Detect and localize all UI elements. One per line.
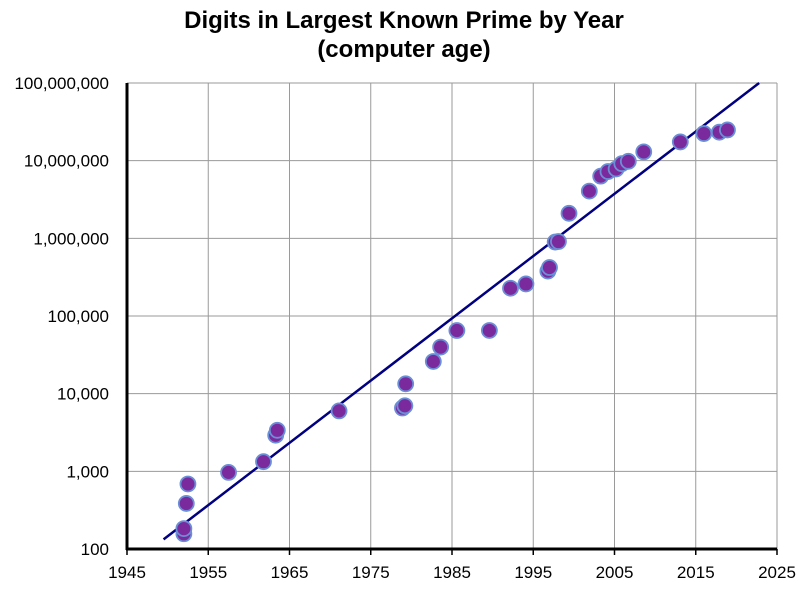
data-point (502, 279, 519, 297)
y-tick-label: 1,000 (66, 462, 109, 481)
x-tick-label: 1985 (433, 563, 471, 582)
data-point (635, 143, 653, 161)
data-point (330, 402, 348, 420)
axes (125, 83, 778, 555)
data-point (448, 322, 466, 339)
data-point (619, 152, 637, 170)
data-point (432, 338, 450, 356)
y-tick-label: 100 (81, 540, 109, 559)
y-tick-label: 10,000 (57, 385, 109, 404)
data-point (268, 421, 286, 439)
data-point (517, 275, 535, 293)
data-point (550, 233, 567, 250)
x-tick-label: 2015 (677, 563, 715, 582)
x-tick-label: 1945 (108, 563, 146, 582)
data-point (396, 397, 414, 415)
data-point (695, 125, 713, 142)
x-tick-label: 1995 (514, 563, 552, 582)
data-point (424, 353, 442, 370)
y-tick-label: 1,000,000 (33, 229, 109, 248)
x-tick-label: 2025 (758, 563, 796, 582)
y-tick-label: 100,000,000 (14, 74, 109, 93)
y-tick-label: 10,000,000 (24, 152, 109, 171)
data-point (541, 259, 558, 276)
chart-title-block: Digits in Largest Known Prime by Year (c… (0, 6, 808, 64)
data-point (177, 495, 195, 512)
y-tick-label: 100,000 (48, 307, 109, 326)
tick-labels: 1945 1955 1965 1975 1985 1995 2005 2015 2025 100 1… (14, 74, 795, 582)
data-point (255, 453, 272, 471)
chart-subtitle: (computer age) (317, 36, 491, 63)
data-point (220, 463, 237, 481)
data-point (179, 475, 197, 493)
data-point (397, 375, 415, 393)
data-point (175, 520, 193, 538)
data-point (671, 133, 689, 151)
data-point (580, 182, 598, 200)
x-tick-label: 1975 (352, 563, 390, 582)
chart-title: Digits in Largest Known Prime by Year (184, 7, 624, 34)
data-point (560, 204, 578, 222)
data-point (480, 322, 498, 339)
data-point (719, 121, 736, 139)
data-points (175, 121, 736, 543)
x-tick-label: 1965 (271, 563, 309, 582)
x-tick-label: 1955 (189, 563, 227, 582)
x-tick-label: 2005 (596, 563, 634, 582)
